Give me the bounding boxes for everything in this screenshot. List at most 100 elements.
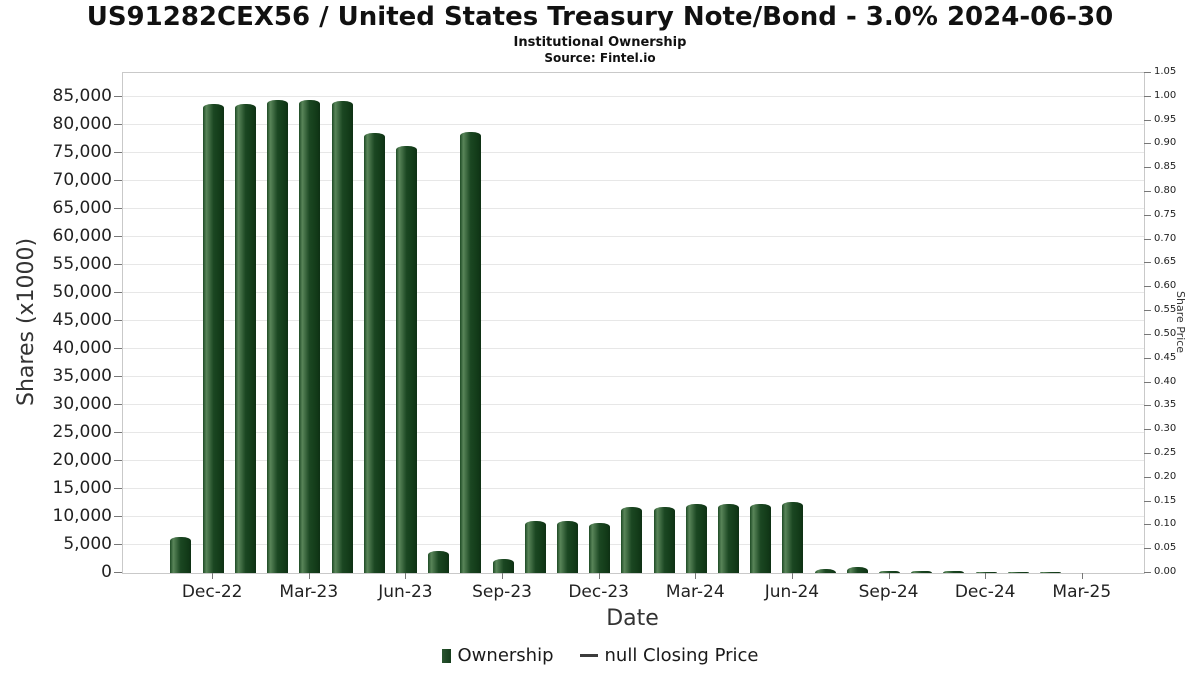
y-axis-tick-label-left: 70,000 [52, 169, 112, 190]
ownership-bar [234, 104, 256, 573]
y-axis-tick-label-left: 85,000 [52, 85, 112, 106]
x-axis-tick-label: Sep-24 [858, 582, 919, 602]
y-axis-tickmark-left [114, 123, 122, 125]
y-axis-tickmark-left [114, 543, 122, 545]
ownership-bar [879, 570, 901, 573]
y-axis-tick-label-right: 0.60 [1154, 280, 1177, 292]
y-axis-tick-label-left: 65,000 [52, 197, 112, 218]
y-axis-tickmark-left [114, 515, 122, 517]
x-axis-tickmark [695, 573, 697, 579]
x-axis-tickmark [308, 573, 310, 579]
y-axis-tick-label-right: 0.35 [1154, 399, 1177, 411]
y-axis-tickmark-right [1144, 572, 1151, 573]
y-axis-tick-label-right: 0.30 [1154, 423, 1177, 435]
y-axis-tick-label-right: 0.20 [1154, 470, 1177, 482]
y-axis-tickmark-left [114, 291, 122, 293]
y-axis-tick-label-right: 0.80 [1154, 185, 1177, 197]
ownership-bar [653, 507, 675, 573]
ownership-bar [395, 145, 417, 573]
x-axis-tick-label: Dec-24 [954, 582, 1016, 602]
ownership-bar [202, 104, 224, 573]
y-axis-tick-label-right: 0.90 [1154, 137, 1177, 149]
ownership-bar [524, 520, 546, 573]
ownership-bar [685, 504, 707, 573]
y-axis-tickmark-right [1144, 286, 1151, 288]
y-axis-tick-label-left: 50,000 [52, 281, 112, 302]
y-axis-tickmark-right [1144, 333, 1151, 335]
y-axis-tickmark-right [1144, 429, 1151, 431]
y-axis-tickmark-right [1144, 548, 1151, 550]
x-axis-tick-label: Mar-25 [1052, 582, 1112, 602]
x-axis-tickmark [405, 573, 407, 579]
gridline [123, 376, 1144, 378]
y-axis-tick-label-left: 0 [101, 562, 112, 582]
y-axis-tick-label-left: 10,000 [52, 505, 112, 526]
gridline [123, 124, 1144, 126]
x-axis-tickmark [598, 573, 600, 579]
x-axis-tick-label: Sep-23 [472, 582, 532, 602]
y-axis-tickmark-right [1144, 191, 1151, 193]
y-axis-tickmark-left [114, 459, 122, 461]
ownership-bar [363, 133, 385, 573]
chart-title: US91282CEX56 / United States Treasury No… [86, 2, 1114, 32]
y-axis-tick-label-left: 75,000 [52, 141, 112, 162]
x-axis-tick-label: Jun-23 [378, 582, 433, 602]
x-axis-tick-label: Jun-24 [764, 582, 820, 602]
ownership-bar [975, 572, 997, 573]
y-axis-tick-label-left: 40,000 [52, 337, 112, 358]
y-axis-tick-label-left: 55,000 [52, 253, 112, 274]
y-axis-tickmark-right [1144, 262, 1151, 264]
y-axis-tickmark-left [114, 179, 122, 181]
y-axis-tickmark-right [1144, 167, 1151, 169]
y-axis-tick-label-right: 0.75 [1154, 208, 1177, 220]
ownership-bar [621, 507, 643, 573]
y-axis-tickmark-left [114, 235, 122, 237]
x-axis-tick-label: Mar-23 [279, 582, 339, 602]
y-axis-tickmark-left [114, 207, 122, 209]
y-axis-tickmark-right [1144, 95, 1151, 97]
y-axis-tickmark-right [1144, 500, 1151, 502]
ownership-bar [299, 99, 321, 573]
ownership-bar [750, 503, 772, 573]
x-axis-tickmark [212, 573, 214, 579]
plot-area [122, 72, 1145, 574]
gridline [123, 488, 1144, 490]
y-axis-tickmark-right [1144, 405, 1151, 407]
legend-label-closing-price: null Closing Price [604, 645, 759, 666]
x-axis-tick-label: Dec-22 [181, 582, 243, 602]
y-axis-tickmark-left [114, 263, 122, 265]
y-axis-tick-label-right: 0.65 [1154, 256, 1177, 268]
y-axis-tickmark-right [1144, 381, 1151, 383]
y-axis-tick-label-left: 35,000 [52, 365, 112, 386]
ownership-bar [911, 570, 933, 573]
y-axis-tick-label-left: 80,000 [52, 113, 112, 134]
y-axis-tick-label-left: 5,000 [63, 533, 112, 554]
ownership-bar [492, 559, 514, 573]
x-axis-tickmark [502, 573, 504, 579]
y-axis-tick-label-left: 15,000 [52, 477, 112, 498]
y-axis-tick-label-right: 0.15 [1154, 494, 1177, 506]
y-axis-tickmark-left [114, 487, 122, 489]
legend-swatch-ownership-icon [441, 648, 451, 663]
y-axis-tickmark-left [114, 319, 122, 321]
y-axis-tickmark-right [1144, 119, 1151, 121]
y-axis-tick-label-right: 0.25 [1154, 446, 1177, 458]
x-axis-label: Date [606, 606, 659, 631]
y-axis-tickmark-right [1144, 72, 1151, 73]
y-axis-tickmark-left [114, 403, 122, 405]
ownership-bar [814, 568, 836, 573]
y-axis-tickmark-left [114, 95, 122, 97]
y-axis-tick-label-right: 0.05 [1154, 542, 1177, 554]
y-axis-tick-label-right: 0.95 [1154, 113, 1177, 125]
y-axis-tick-label-left: 45,000 [52, 309, 112, 330]
y-axis-tickmark-left [114, 347, 122, 349]
ownership-bar [589, 522, 611, 573]
y-axis-tick-label-right: 1.05 [1154, 66, 1177, 77]
ownership-bar [428, 550, 450, 573]
y-axis-tick-label-right: 0.55 [1154, 304, 1177, 316]
y-axis-tickmark-right [1144, 476, 1151, 478]
x-axis-tickmark [791, 573, 793, 579]
ownership-bar [718, 503, 739, 573]
ownership-bar [170, 536, 192, 573]
legend: Ownership null Closing Price [0, 645, 1200, 666]
